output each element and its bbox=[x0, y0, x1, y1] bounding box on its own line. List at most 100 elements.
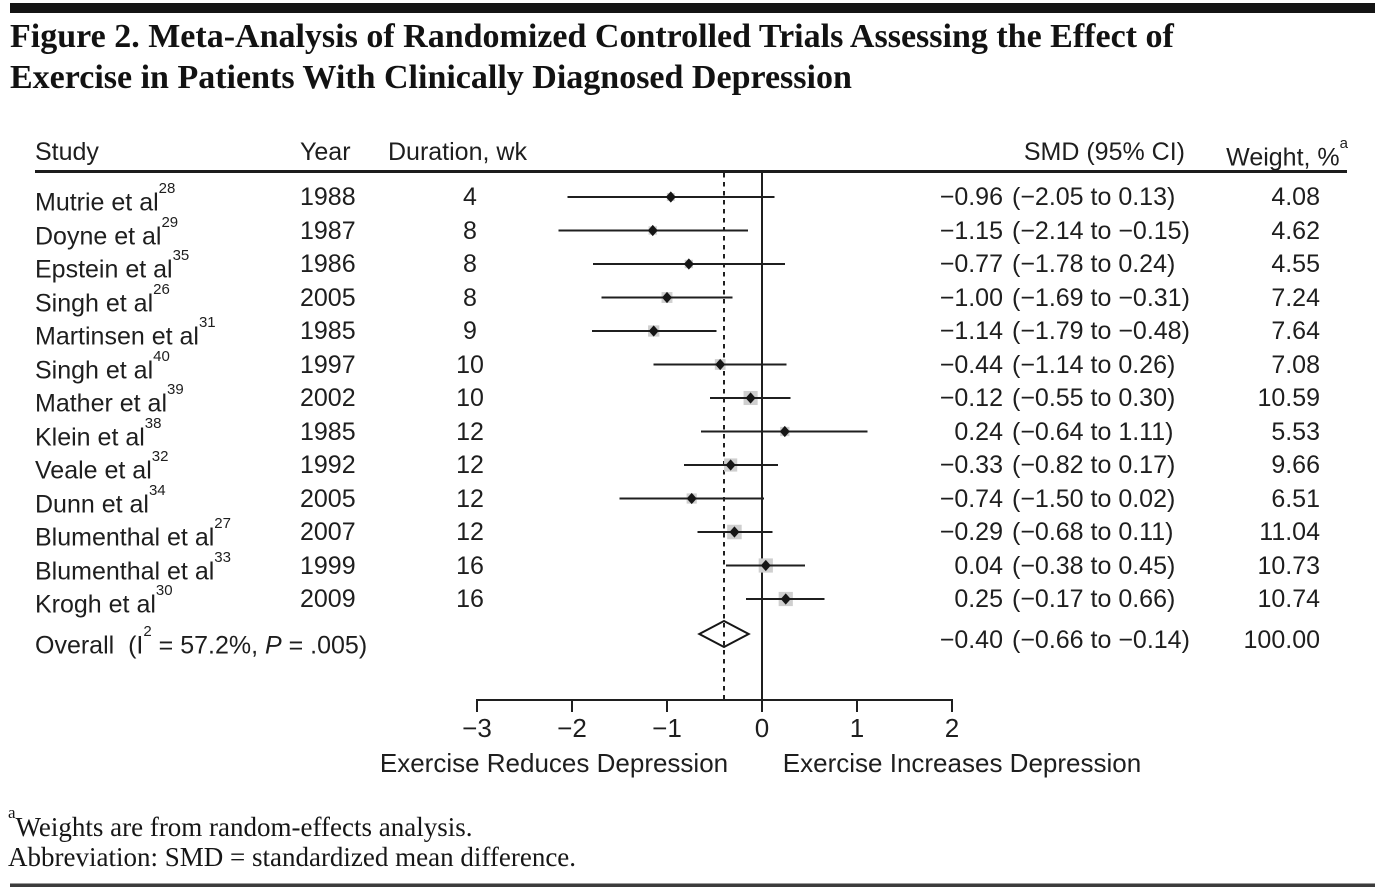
study-weight-text: 4.08 bbox=[1271, 183, 1320, 211]
study-ci: (−0.64 to 1.11) bbox=[1012, 415, 1173, 449]
study-duration-text: 12 bbox=[456, 484, 484, 513]
study-year-text: 1997 bbox=[300, 350, 356, 379]
study-weight: 6.51 bbox=[1220, 482, 1320, 516]
study-year: 1985 bbox=[300, 314, 356, 348]
study-smd-value: 0.25 bbox=[903, 582, 1003, 616]
study-name: Epstein et al35 bbox=[35, 247, 190, 283]
overall-label-mid: = 57.2%, bbox=[151, 631, 265, 660]
study-ci: (−2.14 to −0.15) bbox=[1012, 214, 1190, 248]
study-duration: 12 bbox=[430, 415, 510, 449]
study-year: 1999 bbox=[300, 549, 356, 583]
study-year: 2002 bbox=[300, 381, 356, 415]
point-estimate-diamond bbox=[729, 526, 740, 538]
x-axis-tick-label: 0 bbox=[754, 713, 770, 743]
study-weight: 4.62 bbox=[1220, 214, 1320, 248]
column-header-weight: Weight, %a bbox=[1210, 135, 1348, 172]
study-year: 1986 bbox=[300, 247, 356, 281]
figure-title: Figure 2. Meta-Analysis of Randomized Co… bbox=[10, 16, 1174, 98]
study-ci: (−1.69 to −0.31) bbox=[1012, 281, 1190, 315]
study-name: Martinsen et al31 bbox=[35, 314, 216, 351]
study-weight-text: 6.51 bbox=[1271, 484, 1320, 513]
study-year-text: 1999 bbox=[300, 551, 356, 580]
study-name-text: Singh et al bbox=[35, 288, 154, 317]
study-year-text: 2005 bbox=[300, 283, 356, 312]
study-ci: (−0.68 to 0.11) bbox=[1012, 515, 1173, 549]
column-header-weight-text: Weight, % bbox=[1226, 143, 1340, 172]
study-duration-text: 10 bbox=[456, 350, 484, 379]
footnote-weights-text: Weights are from random-effects analysis… bbox=[15, 812, 473, 842]
study-smd-value: −1.00 bbox=[903, 281, 1003, 315]
study-name: Doyne et al29 bbox=[35, 213, 179, 250]
point-estimate-diamond bbox=[780, 593, 791, 605]
study-ci-text: (−1.14 to 0.26) bbox=[1012, 350, 1176, 379]
study-duration-text: 10 bbox=[456, 384, 484, 412]
study-ci: (−0.38 to 0.45) bbox=[1012, 549, 1175, 583]
study-duration: 10 bbox=[430, 348, 510, 382]
study-ci-text: (−2.05 to 0.13) bbox=[1012, 183, 1176, 211]
study-smd-value-text: −0.44 bbox=[939, 350, 1003, 379]
study-ci: (−0.82 to 0.17) bbox=[1012, 448, 1175, 482]
study-year: 1985 bbox=[300, 415, 356, 449]
study-duration-text: 4 bbox=[463, 183, 477, 211]
study-weight-text: 7.64 bbox=[1271, 317, 1320, 345]
study-smd-value-text: 0.24 bbox=[954, 417, 1003, 446]
study-duration: 16 bbox=[430, 582, 510, 616]
study-name-text: Doyne et al bbox=[35, 221, 162, 250]
study-name-ref: 26 bbox=[153, 280, 170, 298]
study-smd-value: −0.44 bbox=[903, 348, 1003, 382]
study-weight: 4.08 bbox=[1220, 180, 1320, 214]
study-name-text: Singh et al bbox=[35, 355, 154, 384]
study-ci-text: (−0.55 to 0.30) bbox=[1012, 384, 1176, 412]
overall-label-prefix: Overall (I bbox=[35, 631, 144, 660]
study-smd-value-text: −0.33 bbox=[939, 451, 1003, 479]
study-weight: 9.66 bbox=[1220, 448, 1320, 482]
study-name-ref: 28 bbox=[158, 180, 176, 197]
study-duration-text: 12 bbox=[456, 451, 484, 479]
overall-ci: (−0.66 to −0.14) bbox=[1012, 626, 1190, 654]
study-name-ref: 35 bbox=[172, 247, 190, 264]
study-weight: 10.74 bbox=[1220, 582, 1320, 616]
study-duration-text: 16 bbox=[456, 585, 484, 613]
point-estimate-diamond bbox=[745, 392, 756, 404]
study-weight: 10.73 bbox=[1220, 549, 1320, 583]
study-smd-value-text: 0.25 bbox=[954, 585, 1003, 613]
axis-label-positive: Exercise Increases Depression bbox=[782, 748, 1142, 778]
x-axis-tick-label: 1 bbox=[849, 713, 865, 743]
study-name: Singh et al26 bbox=[35, 280, 170, 317]
study-name-ref: 38 bbox=[144, 414, 162, 432]
study-smd-value-text: −1.14 bbox=[939, 317, 1003, 345]
overall-smd-value: −0.40 bbox=[939, 626, 1003, 654]
column-header-duration: Duration, wk bbox=[388, 138, 527, 166]
study-name-ref: 30 bbox=[155, 582, 173, 599]
study-smd-value: 0.04 bbox=[903, 549, 1003, 583]
study-ci: (−1.79 to −0.48) bbox=[1012, 314, 1190, 348]
study-name-ref: 29 bbox=[161, 213, 179, 231]
study-name-text: Martinsen et al bbox=[35, 322, 199, 351]
study-year-text: 2009 bbox=[300, 585, 356, 613]
study-name: Blumenthal et al27 bbox=[35, 515, 231, 551]
column-header-year: Year bbox=[300, 138, 351, 166]
overall-label-isq-sup: 2 bbox=[143, 623, 152, 640]
study-weight: 7.24 bbox=[1220, 281, 1320, 315]
study-year-text: 1988 bbox=[300, 183, 356, 211]
overall-weight: 100.00 bbox=[1243, 626, 1320, 654]
study-name: Mather et al39 bbox=[35, 381, 184, 417]
study-year-text: 2005 bbox=[300, 484, 356, 513]
study-year-text: 1987 bbox=[300, 216, 356, 245]
study-ci: (−1.14 to 0.26) bbox=[1012, 348, 1175, 382]
study-year: 1992 bbox=[300, 448, 356, 482]
study-smd-value-text: −0.74 bbox=[939, 484, 1003, 513]
study-duration-text: 12 bbox=[456, 417, 484, 446]
study-name: Mutrie et al28 bbox=[35, 180, 176, 216]
column-header-weight-footnote-marker: a bbox=[1339, 135, 1348, 152]
study-ci: (−2.05 to 0.13) bbox=[1012, 180, 1175, 214]
overall-label-p: P bbox=[264, 631, 282, 660]
study-year: 1997 bbox=[300, 348, 356, 382]
study-year-text: 1986 bbox=[300, 250, 356, 278]
study-duration: 8 bbox=[430, 214, 510, 248]
study-name: Klein et al38 bbox=[35, 414, 162, 451]
overall-label-suffix: = .005) bbox=[281, 631, 368, 660]
column-header-study: Study bbox=[35, 138, 99, 166]
